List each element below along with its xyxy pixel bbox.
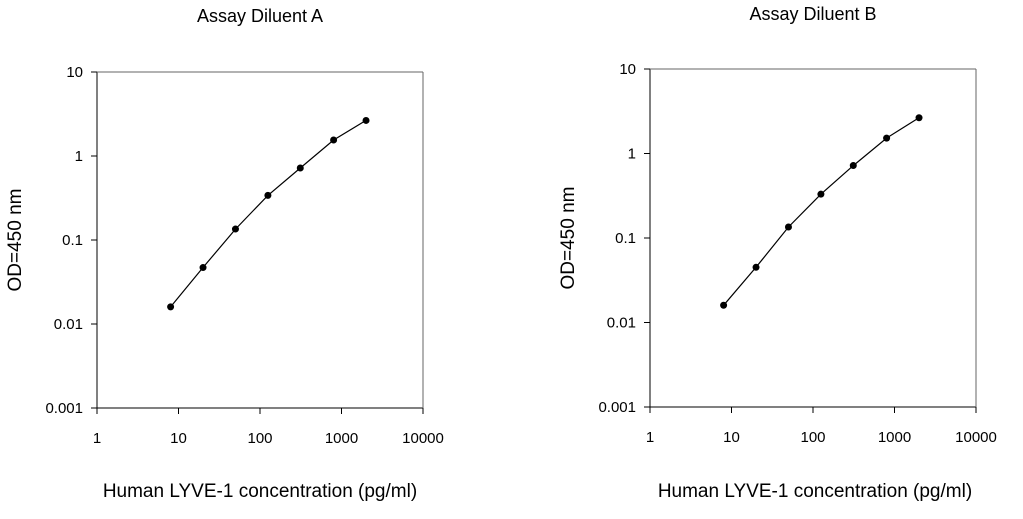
x-tick-label: 10 xyxy=(170,430,187,447)
y-tick-label: 0.01 xyxy=(54,316,83,333)
y-tick-label: 0.001 xyxy=(45,400,83,417)
chart-title: Assay Diluent B xyxy=(749,4,876,24)
y-tick-label: 0.001 xyxy=(598,399,636,416)
x-tick-label: 1 xyxy=(646,429,654,446)
chart-panel-2: Assay Diluent B 0.001 0.01 0.1 1 10 1 10 100 1000… xyxy=(558,4,997,502)
x-tick-label: 100 xyxy=(247,430,272,447)
data-point xyxy=(849,162,857,170)
x-tick-label: 10000 xyxy=(955,429,997,446)
x-axis-label: Human LYVE-1 concentration (pg/ml) xyxy=(103,481,417,502)
x-tick-label: 1000 xyxy=(878,429,911,446)
data-point xyxy=(296,164,304,172)
x-axis-label: Human LYVE-1 concentration (pg/ml) xyxy=(658,481,972,502)
y-tick-label: 1 xyxy=(628,146,636,163)
data-point xyxy=(752,263,760,271)
y-tick-label: 0.1 xyxy=(615,230,636,247)
x-tick-label: 1 xyxy=(93,430,101,447)
y-tick-label: 10 xyxy=(66,64,83,81)
series-line xyxy=(170,119,367,308)
data-point xyxy=(362,116,370,124)
y-tick-label: 1 xyxy=(75,148,83,165)
data-point xyxy=(231,225,239,233)
data-point xyxy=(817,190,825,198)
data-point xyxy=(330,136,338,144)
chart-title: Assay Diluent A xyxy=(197,6,323,26)
y-axis-label: OD=450 nm xyxy=(558,187,579,290)
data-point xyxy=(167,303,175,311)
y-axis-label: OD=450 nm xyxy=(5,189,26,292)
x-tick-label: 1000 xyxy=(325,430,358,447)
x-tick-label: 10000 xyxy=(402,430,444,447)
chart-panel-1: Assay Diluent A 0.001 0.01 0.1 1 10 1 10 100 1000… xyxy=(5,6,444,502)
x-tick-label: 10 xyxy=(723,429,740,446)
x-tick-label: 100 xyxy=(800,429,825,446)
data-point xyxy=(264,191,272,199)
data-point xyxy=(720,301,728,309)
data-point xyxy=(199,264,207,272)
data-point xyxy=(883,134,891,142)
y-tick-label: 10 xyxy=(619,61,636,78)
series-line xyxy=(723,117,920,306)
y-tick-label: 0.01 xyxy=(607,315,636,332)
y-tick-label: 0.1 xyxy=(62,232,83,249)
data-point xyxy=(915,114,923,122)
data-point xyxy=(784,223,792,231)
